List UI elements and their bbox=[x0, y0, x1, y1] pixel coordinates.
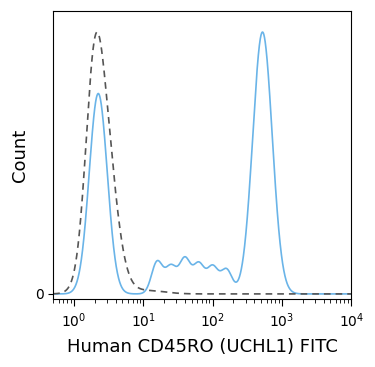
X-axis label: Human CD45RO (UCHL1) FITC: Human CD45RO (UCHL1) FITC bbox=[67, 338, 338, 356]
Y-axis label: Count: Count bbox=[11, 128, 29, 182]
